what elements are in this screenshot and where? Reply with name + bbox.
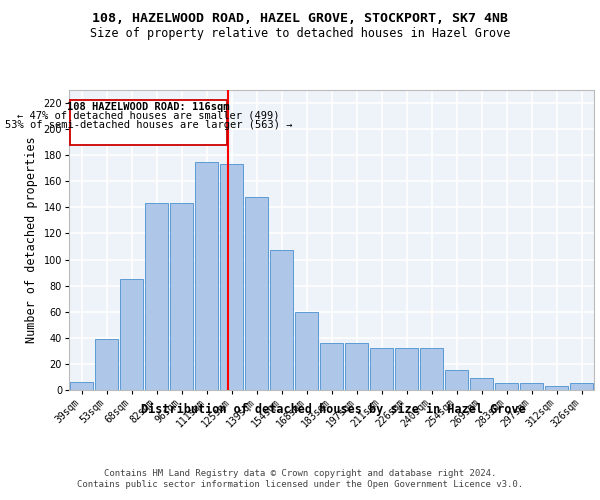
Bar [320,343,343,390]
Bar [419,348,443,390]
Bar [145,204,169,390]
Text: 53% of semi-detached houses are larger (563) →: 53% of semi-detached houses are larger (… [5,120,292,130]
Text: ← 47% of detached houses are smaller (499): ← 47% of detached houses are smaller (49… [17,111,280,121]
Text: Contains HM Land Registry data © Crown copyright and database right 2024.: Contains HM Land Registry data © Crown c… [104,469,496,478]
Text: Contains public sector information licensed under the Open Government Licence v3: Contains public sector information licen… [77,480,523,489]
Bar [269,250,293,390]
Text: Distribution of detached houses by size in Hazel Grove: Distribution of detached houses by size … [140,402,526,415]
Bar [119,279,143,390]
Y-axis label: Number of detached properties: Number of detached properties [25,136,38,344]
Text: 108, HAZELWOOD ROAD, HAZEL GROVE, STOCKPORT, SK7 4NB: 108, HAZELWOOD ROAD, HAZEL GROVE, STOCKP… [92,12,508,26]
Bar [370,348,394,390]
Bar [245,197,268,390]
Bar [220,164,244,390]
Bar [569,384,593,390]
Bar [545,386,568,390]
Bar [95,339,118,390]
Text: 108 HAZELWOOD ROAD: 116sqm: 108 HAZELWOOD ROAD: 116sqm [67,102,230,113]
FancyBboxPatch shape [70,100,227,145]
Bar [295,312,319,390]
Bar [194,162,218,390]
Bar [395,348,418,390]
Bar [494,384,518,390]
Bar [70,382,94,390]
Bar [445,370,469,390]
Bar [470,378,493,390]
Text: Size of property relative to detached houses in Hazel Grove: Size of property relative to detached ho… [90,28,510,40]
Bar [170,204,193,390]
Bar [344,343,368,390]
Bar [520,384,544,390]
